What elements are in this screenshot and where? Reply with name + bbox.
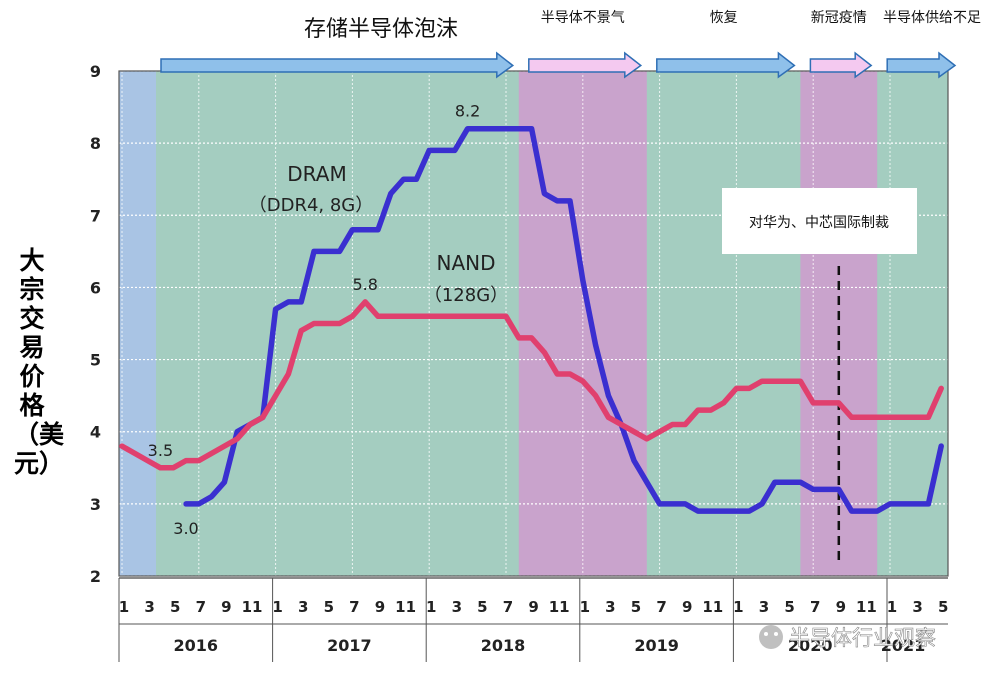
year-label: 2021 xyxy=(881,636,926,655)
x-tick-label: 7 xyxy=(503,598,513,616)
x-tick-label: 11 xyxy=(242,598,263,616)
x-tick-label: 5 xyxy=(170,598,180,616)
x-tick-label: 5 xyxy=(784,598,794,616)
x-tick-label: 3 xyxy=(298,598,308,616)
x-tick-label: 9 xyxy=(836,598,846,616)
x-tick-label: 3 xyxy=(759,598,769,616)
data-label: 5.8 xyxy=(352,275,377,294)
x-tick-label: 5 xyxy=(477,598,487,616)
y-tick-label: 3 xyxy=(90,495,101,514)
x-tick-label: 1 xyxy=(887,598,897,616)
y-tick-label: 9 xyxy=(90,62,101,81)
x-tick-label: 7 xyxy=(196,598,206,616)
series-subname-dram: （DDR4, 8G） xyxy=(249,195,374,216)
wechat-icon-eye xyxy=(774,632,778,636)
year-label: 2020 xyxy=(788,636,833,655)
series-subname-nand: （128G） xyxy=(424,285,508,306)
event-box xyxy=(722,188,917,254)
phase-band-4 xyxy=(800,71,878,576)
x-tick-label: 3 xyxy=(605,598,615,616)
x-tick-label: 9 xyxy=(375,598,385,616)
data-label: 3.5 xyxy=(148,441,173,460)
year-label: 2018 xyxy=(481,636,526,655)
year-label: 2019 xyxy=(634,636,679,655)
year-label: 2016 xyxy=(174,636,219,655)
series-line-dram xyxy=(183,125,944,514)
y-tick-label: 7 xyxy=(90,206,101,225)
x-tick-label: 5 xyxy=(324,598,334,616)
x-tick-label: 7 xyxy=(810,598,820,616)
x-tick-label: 1 xyxy=(733,598,743,616)
x-tick-label: 9 xyxy=(528,598,538,616)
y-tick-label: 5 xyxy=(90,351,101,370)
y-tick-label: 8 xyxy=(90,134,101,153)
data-label: 3.0 xyxy=(173,519,198,538)
x-tick-label: 1 xyxy=(119,598,129,616)
y-tick-label: 2 xyxy=(90,567,101,586)
x-tick-label: 5 xyxy=(631,598,641,616)
y-tick-label: 6 xyxy=(90,278,101,297)
phase-arrow-1 xyxy=(160,51,515,79)
series-name-nand: NAND xyxy=(436,251,495,275)
y-axis-label: 大宗交易价格（美元） xyxy=(14,246,65,478)
phase-arrow-5 xyxy=(886,51,957,79)
wechat-icon-eye xyxy=(764,632,768,636)
phase-label-1: 存储半导体泡沫 xyxy=(304,17,458,42)
x-tick-label: 11 xyxy=(856,598,877,616)
x-tick-label: 1 xyxy=(580,598,590,616)
x-tick-label: 11 xyxy=(395,598,416,616)
plot-band-early xyxy=(119,71,156,576)
x-tick-label: 9 xyxy=(221,598,231,616)
x-tick-label: 9 xyxy=(682,598,692,616)
phase-arrow-3 xyxy=(656,51,796,79)
phase-label-5: 半导体供给不足 xyxy=(883,10,981,26)
phase-arrow-2 xyxy=(528,51,643,79)
year-label: 2017 xyxy=(327,636,372,655)
phase-arrow-4 xyxy=(809,51,873,79)
watermark-text: 半导体行业观察 xyxy=(789,626,936,650)
series-line-nand xyxy=(119,299,944,471)
series-name-dram: DRAM xyxy=(287,162,346,186)
x-tick-label: 3 xyxy=(144,598,154,616)
wechat-icon xyxy=(759,625,783,649)
phase-label-3: 恢复 xyxy=(710,9,738,26)
x-tick-label: 7 xyxy=(656,598,666,616)
x-tick-label: 1 xyxy=(272,598,282,616)
x-tick-label: 3 xyxy=(452,598,462,616)
phase-label-4: 新冠疫情 xyxy=(811,10,867,26)
x-tick-label: 5 xyxy=(938,598,948,616)
event-label: 对华为、中芯国际制裁 xyxy=(749,215,889,231)
x-tick-label: 3 xyxy=(912,598,922,616)
y-tick-label: 4 xyxy=(90,423,101,442)
data-label: 8.2 xyxy=(455,102,480,121)
x-tick-label: 11 xyxy=(702,598,723,616)
phase-label-2: 半导体不景气 xyxy=(541,10,625,26)
x-tick-label: 11 xyxy=(549,598,570,616)
x-tick-label: 1 xyxy=(426,598,436,616)
x-tick-label: 7 xyxy=(349,598,359,616)
